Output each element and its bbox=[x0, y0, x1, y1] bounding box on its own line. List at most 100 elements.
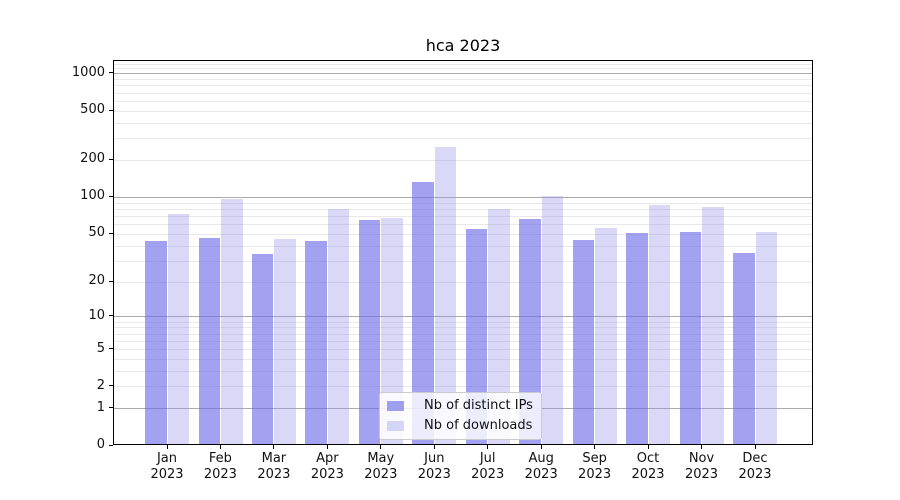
y-tick-mark-0 bbox=[109, 444, 113, 446]
bars-layer bbox=[114, 61, 812, 444]
y-tick-label-10: 10 bbox=[88, 307, 105, 323]
bar-downloads-jun bbox=[434, 146, 457, 444]
bar-downloads-mar bbox=[274, 239, 296, 444]
gridline-200 bbox=[114, 159, 812, 161]
x-tick-label-dec: Dec 2023 bbox=[715, 451, 795, 483]
x-tick-label-apr: Apr 2023 bbox=[287, 451, 367, 483]
y-tick-label-0: 0 bbox=[96, 437, 105, 452]
x-tick-year: 2023 bbox=[417, 467, 451, 482]
x-tick-month: Jun bbox=[424, 451, 445, 466]
y-tick-label-200: 200 bbox=[80, 151, 105, 167]
gridline-9 bbox=[114, 321, 812, 323]
legend-swatch-icon bbox=[387, 401, 404, 411]
x-tick-year: 2023 bbox=[684, 467, 719, 482]
x-tick-label-jun: Jun 2023 bbox=[394, 451, 474, 483]
gridline-30 bbox=[114, 260, 812, 262]
gridline-40 bbox=[114, 245, 812, 247]
bar-distinct-ips-dec bbox=[733, 252, 755, 444]
bar-downloads-may bbox=[381, 217, 403, 444]
bar-distinct-ips-feb bbox=[198, 237, 220, 444]
gridline-600 bbox=[114, 100, 812, 102]
x-tick-mark-oct bbox=[647, 445, 649, 449]
gridline-2 bbox=[114, 386, 812, 388]
gridline-90 bbox=[114, 202, 812, 204]
x-tick-label-sep: Sep 2023 bbox=[555, 451, 635, 483]
y-tick-label-500: 500 bbox=[80, 102, 105, 118]
bar-distinct-ips-apr bbox=[305, 241, 327, 444]
y-tick-mark-5 bbox=[109, 348, 113, 349]
gridline-1100 bbox=[114, 68, 812, 70]
x-tick-mark-may bbox=[380, 445, 382, 449]
bar-distinct-ips-aug bbox=[519, 219, 541, 444]
x-tick-mark-dec bbox=[754, 445, 756, 449]
plot-area: Nb of distinct IPs Nb of downloads bbox=[113, 60, 813, 445]
gridline-3 bbox=[114, 370, 812, 372]
y-tick-mark-1 bbox=[109, 407, 113, 409]
x-tick-label-aug: Aug 2023 bbox=[501, 451, 581, 483]
gridline-70 bbox=[114, 215, 812, 217]
gridline-8 bbox=[114, 327, 812, 329]
gridline-1000 bbox=[114, 73, 812, 75]
y-tick-label-5: 5 bbox=[96, 340, 105, 356]
x-tick-mark-jul bbox=[487, 445, 489, 449]
y-tick-mark-10 bbox=[109, 315, 113, 317]
gridline-60 bbox=[114, 224, 812, 226]
bar-distinct-ips-jul bbox=[465, 229, 488, 444]
bar-distinct-ips-may bbox=[358, 220, 381, 444]
x-tick-month: Apr bbox=[316, 451, 339, 466]
x-tick-month: Jan bbox=[156, 451, 178, 466]
x-tick-label-oct: Oct 2023 bbox=[608, 451, 688, 483]
legend-label: Nb of downloads bbox=[424, 418, 533, 433]
x-tick-label-nov: Nov 2023 bbox=[662, 451, 742, 483]
bar-downloads-aug bbox=[541, 195, 564, 444]
bar-distinct-ips-jan bbox=[145, 241, 167, 444]
x-tick-label-may: May 2023 bbox=[341, 451, 421, 483]
x-tick-month: Nov bbox=[688, 451, 715, 466]
bar-downloads-nov bbox=[702, 207, 724, 444]
legend: Nb of distinct IPs Nb of downloads bbox=[379, 392, 542, 440]
legend-item-distinct-ips: Nb of distinct IPs bbox=[387, 398, 533, 414]
x-tick-year: 2023 bbox=[578, 467, 612, 482]
bar-downloads-jan bbox=[167, 214, 189, 444]
y-tick-mark-50 bbox=[109, 232, 113, 234]
y-tick-mark-1000 bbox=[109, 72, 113, 74]
x-tick-month: May bbox=[367, 451, 395, 466]
x-tick-month: Jul bbox=[479, 451, 496, 466]
x-tick-month: Aug bbox=[528, 451, 554, 466]
x-tick-mark-feb bbox=[219, 445, 221, 449]
bar-downloads-feb bbox=[221, 199, 243, 444]
y-tick-label-20: 20 bbox=[88, 273, 105, 288]
y-tick-mark-200 bbox=[109, 158, 113, 160]
x-tick-mark-jun bbox=[433, 445, 435, 449]
gridline-100 bbox=[114, 196, 812, 198]
x-tick-year: 2023 bbox=[738, 467, 772, 482]
x-tick-month: Feb bbox=[208, 451, 232, 466]
gridline-500 bbox=[114, 110, 812, 112]
gridline-900 bbox=[114, 79, 812, 80]
x-tick-mark-mar bbox=[273, 445, 275, 449]
x-tick-year: 2023 bbox=[257, 467, 291, 482]
bar-distinct-ips-nov bbox=[679, 232, 701, 444]
x-tick-year: 2023 bbox=[364, 467, 398, 482]
y-tick-mark-2 bbox=[109, 385, 113, 387]
y-tick-mark-500 bbox=[109, 109, 113, 111]
gridline-20 bbox=[114, 281, 812, 283]
legend-label: Nb of distinct IPs bbox=[424, 398, 533, 413]
x-tick-mark-aug bbox=[540, 445, 542, 449]
bar-distinct-ips-mar bbox=[251, 254, 274, 444]
gridline-7 bbox=[114, 333, 812, 335]
gridline-800 bbox=[114, 85, 812, 87]
gridline-50 bbox=[114, 233, 812, 235]
chart-title: hca 2023 bbox=[425, 36, 501, 55]
y-tick-label-1000: 1000 bbox=[71, 64, 105, 80]
x-tick-mark-jan bbox=[166, 445, 168, 449]
gridline-4 bbox=[114, 358, 812, 360]
x-tick-year: 2023 bbox=[310, 467, 344, 482]
bar-distinct-ips-sep bbox=[572, 240, 595, 444]
legend-item-downloads: Nb of downloads bbox=[387, 418, 533, 434]
x-tick-year: 2023 bbox=[524, 467, 558, 482]
bar-downloads-sep bbox=[595, 228, 617, 444]
bar-downloads-apr bbox=[327, 209, 350, 444]
y-tick-mark-100 bbox=[109, 195, 113, 197]
